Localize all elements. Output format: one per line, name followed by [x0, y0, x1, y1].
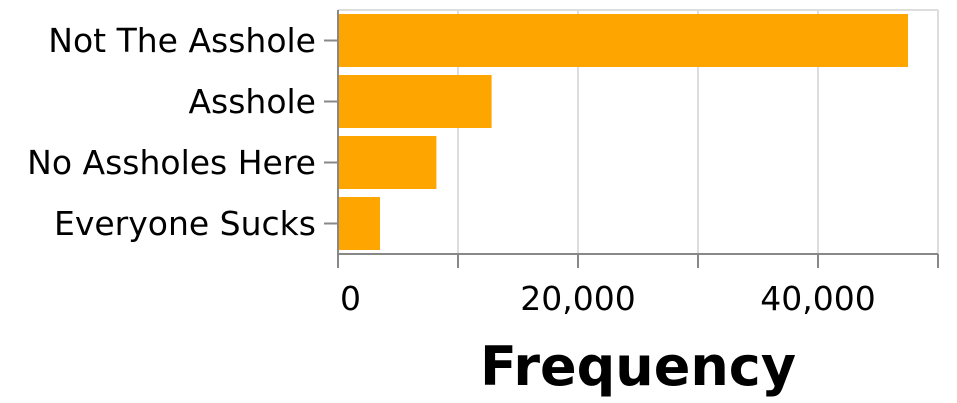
bars — [338, 14, 908, 250]
y-tick-label: Not The Asshole — [48, 21, 316, 60]
x-tick-label: 20,000 — [520, 279, 635, 318]
x-tick-label: 0 — [340, 279, 361, 318]
y-axis: Not The Asshole Asshole No Assholes Here Ev… — [27, 10, 339, 254]
y-tick-label: Everyone Sucks — [54, 204, 316, 243]
bar — [338, 136, 437, 189]
y-tick-label: No Assholes Here — [27, 143, 316, 182]
y-tick-label: Asshole — [188, 82, 316, 121]
bar — [338, 14, 908, 67]
bar — [338, 197, 380, 250]
x-axis: 0 20,000 40,000 — [337, 253, 939, 318]
x-tick-label: 40,000 — [760, 279, 875, 318]
x-axis-title: Frequency — [480, 335, 796, 398]
bar — [338, 75, 492, 128]
